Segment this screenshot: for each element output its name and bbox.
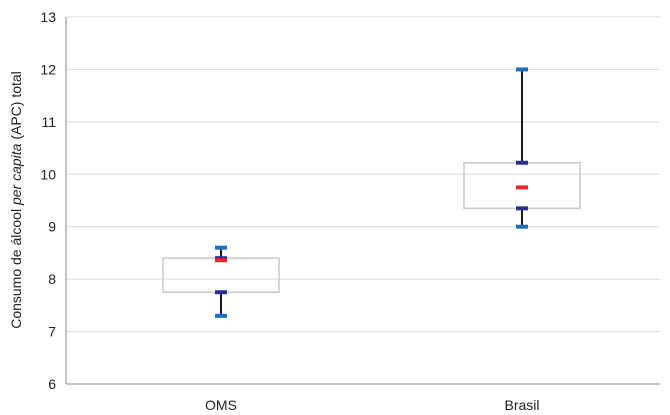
y-axis-title: Consumo de álcool per capita (APC) total bbox=[8, 71, 24, 329]
y-axis-title-italic: per capita bbox=[8, 143, 24, 206]
y-tick-label: 8 bbox=[48, 271, 56, 287]
y-tick-label: 13 bbox=[40, 9, 56, 25]
y-tick-label: 7 bbox=[48, 324, 56, 340]
y-tick-label: 6 bbox=[48, 376, 56, 392]
y-tick-label: 12 bbox=[40, 61, 56, 77]
category-label: OMS bbox=[205, 397, 237, 413]
category-label: Brasil bbox=[504, 397, 539, 413]
box-body bbox=[162, 257, 280, 293]
axes bbox=[65, 17, 660, 385]
y-tick-label: 9 bbox=[48, 219, 56, 235]
gridlines bbox=[66, 16, 660, 333]
y-tick-label: 10 bbox=[40, 166, 56, 182]
y-axis-title-part2: (APC) total bbox=[8, 71, 24, 143]
category-labels: OMS Brasil bbox=[205, 397, 539, 413]
y-tick-label: 11 bbox=[41, 114, 56, 130]
y-axis-title-part1: Consumo de álcool bbox=[8, 205, 24, 329]
box-oms bbox=[162, 245, 280, 318]
y-tick-labels: 6 7 8 9 10 11 12 13 bbox=[40, 9, 56, 392]
box-brasil bbox=[463, 67, 581, 229]
box-series bbox=[162, 67, 581, 318]
